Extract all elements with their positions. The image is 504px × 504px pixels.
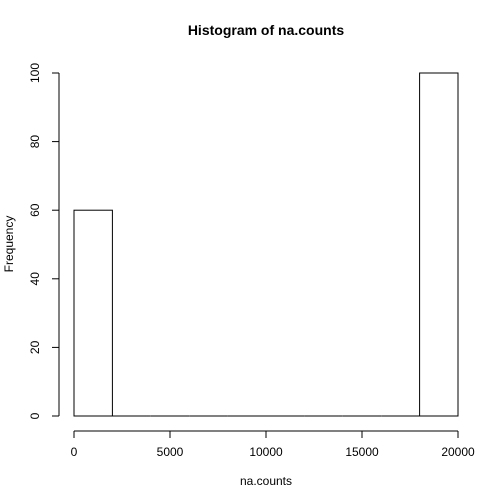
histogram-bar-0 xyxy=(73,209,113,417)
chart-title: Histogram of na.counts xyxy=(188,22,345,38)
bars-group xyxy=(73,72,459,417)
histogram-bar-9 xyxy=(419,72,459,417)
y-tick-label-40: 40 xyxy=(28,272,42,286)
x-axis-label: na.counts xyxy=(240,474,292,488)
x-tick-label-0: 0 xyxy=(71,445,78,459)
x-tick-label-5000: 5000 xyxy=(157,445,184,459)
y-tick-label-80: 80 xyxy=(28,135,42,149)
y-tick-label-60: 60 xyxy=(28,203,42,217)
y-axis-label: Frequency xyxy=(2,216,16,273)
y-axis: 0 20 40 60 80 100 xyxy=(28,63,60,419)
x-tick-label-20000: 20000 xyxy=(441,445,475,459)
y-tick-label-0: 0 xyxy=(28,412,42,419)
y-tick-label-100: 100 xyxy=(28,63,42,83)
x-tick-label-15000: 15000 xyxy=(345,445,379,459)
x-tick-label-10000: 10000 xyxy=(249,445,283,459)
y-tick-label-20: 20 xyxy=(28,340,42,354)
x-axis: 0 5000 10000 15000 20000 xyxy=(71,430,475,459)
